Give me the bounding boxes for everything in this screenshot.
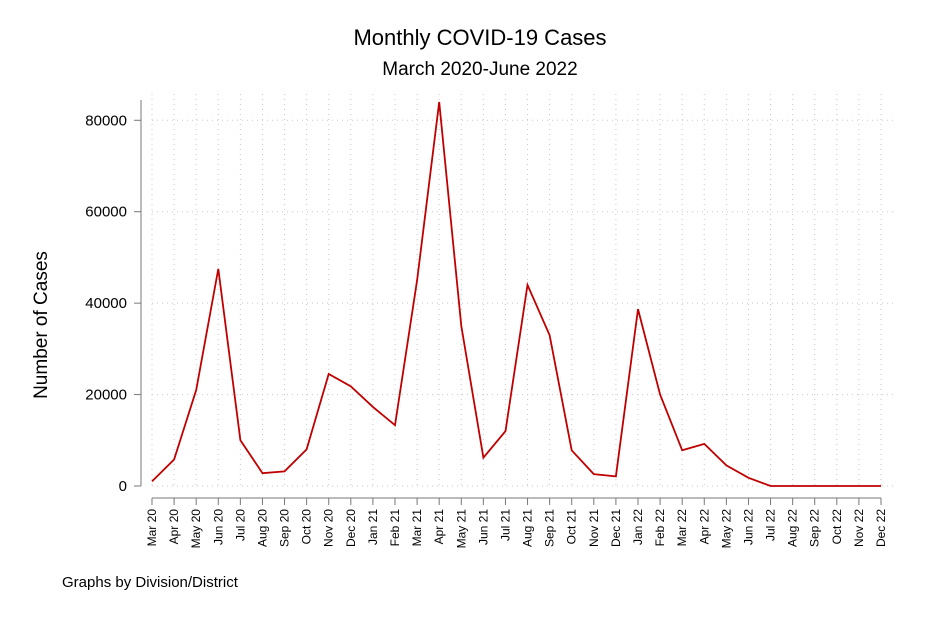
x-tick-label: Jul 20 (233, 509, 247, 541)
y-ticks: 0 20000 40000 60000 80000 (85, 112, 141, 495)
x-tick-label: Oct 20 (300, 509, 314, 545)
x-tick-label: Dec 22 (874, 509, 888, 547)
x-tick-label: Nov 20 (322, 509, 336, 547)
x-tick-label: May 21 (454, 509, 468, 549)
x-tick-label: Aug 20 (255, 509, 269, 547)
x-tick-label: Jun 22 (741, 509, 755, 545)
x-tick-label: Jun 20 (211, 509, 225, 545)
x-tick-label: Jul 21 (498, 509, 512, 541)
y-tick-label: 60000 (85, 204, 127, 221)
x-tick-label: Nov 22 (852, 509, 866, 547)
x-tick-label: Apr 22 (697, 509, 711, 545)
x-tick-label: Nov 21 (587, 509, 601, 547)
x-tick-label: Aug 21 (521, 509, 535, 547)
x-tick-label: Sep 20 (278, 509, 292, 547)
x-tick-label: Sep 22 (808, 509, 822, 547)
x-tick-label: Oct 21 (565, 509, 579, 545)
x-tick-label: Mar 22 (675, 509, 689, 547)
x-tick-label: Jun 21 (476, 509, 490, 545)
y-tick-label: 20000 (85, 387, 127, 404)
x-tick-label: Mar 21 (410, 509, 424, 547)
x-tick-label: Sep 21 (543, 509, 557, 547)
x-tick-label: May 20 (189, 509, 203, 549)
y-tick-label: 80000 (85, 112, 127, 129)
graph-note: Graphs by Division/District (62, 574, 239, 591)
y-tick-label: 40000 (85, 295, 127, 312)
chart-title: Monthly COVID-19 Cases (353, 25, 606, 50)
x-tick-label: Feb 22 (653, 509, 667, 547)
axes (140, 100, 881, 499)
x-tick-label: May 22 (719, 509, 733, 549)
x-tick-label: Feb 21 (388, 509, 402, 547)
x-tick-label: Apr 20 (167, 509, 181, 545)
x-tick-label: Mar 20 (145, 509, 159, 547)
x-tick-label: Oct 22 (830, 509, 844, 545)
x-tick-label: Jan 21 (366, 509, 380, 545)
y-tick-label: 0 (119, 478, 127, 495)
x-tick-label: Dec 20 (344, 509, 358, 547)
series-line (151, 101, 881, 487)
x-tick-label: Apr 21 (432, 509, 446, 545)
chart-subtitle: March 2020-June 2022 (382, 59, 577, 80)
x-ticks: Mar 20 Apr 20 May 20 Jun 20 Jul 20 Aug 20 Sep … (145, 498, 888, 548)
x-tick-label: Aug 22 (786, 509, 800, 547)
x-tick-label: Jul 22 (764, 509, 778, 541)
grid (151, 94, 893, 487)
x-tick-label: Jan 22 (631, 509, 645, 545)
x-tick-label: Dec 21 (609, 509, 623, 547)
y-axis-label: Number of Cases (31, 251, 52, 399)
